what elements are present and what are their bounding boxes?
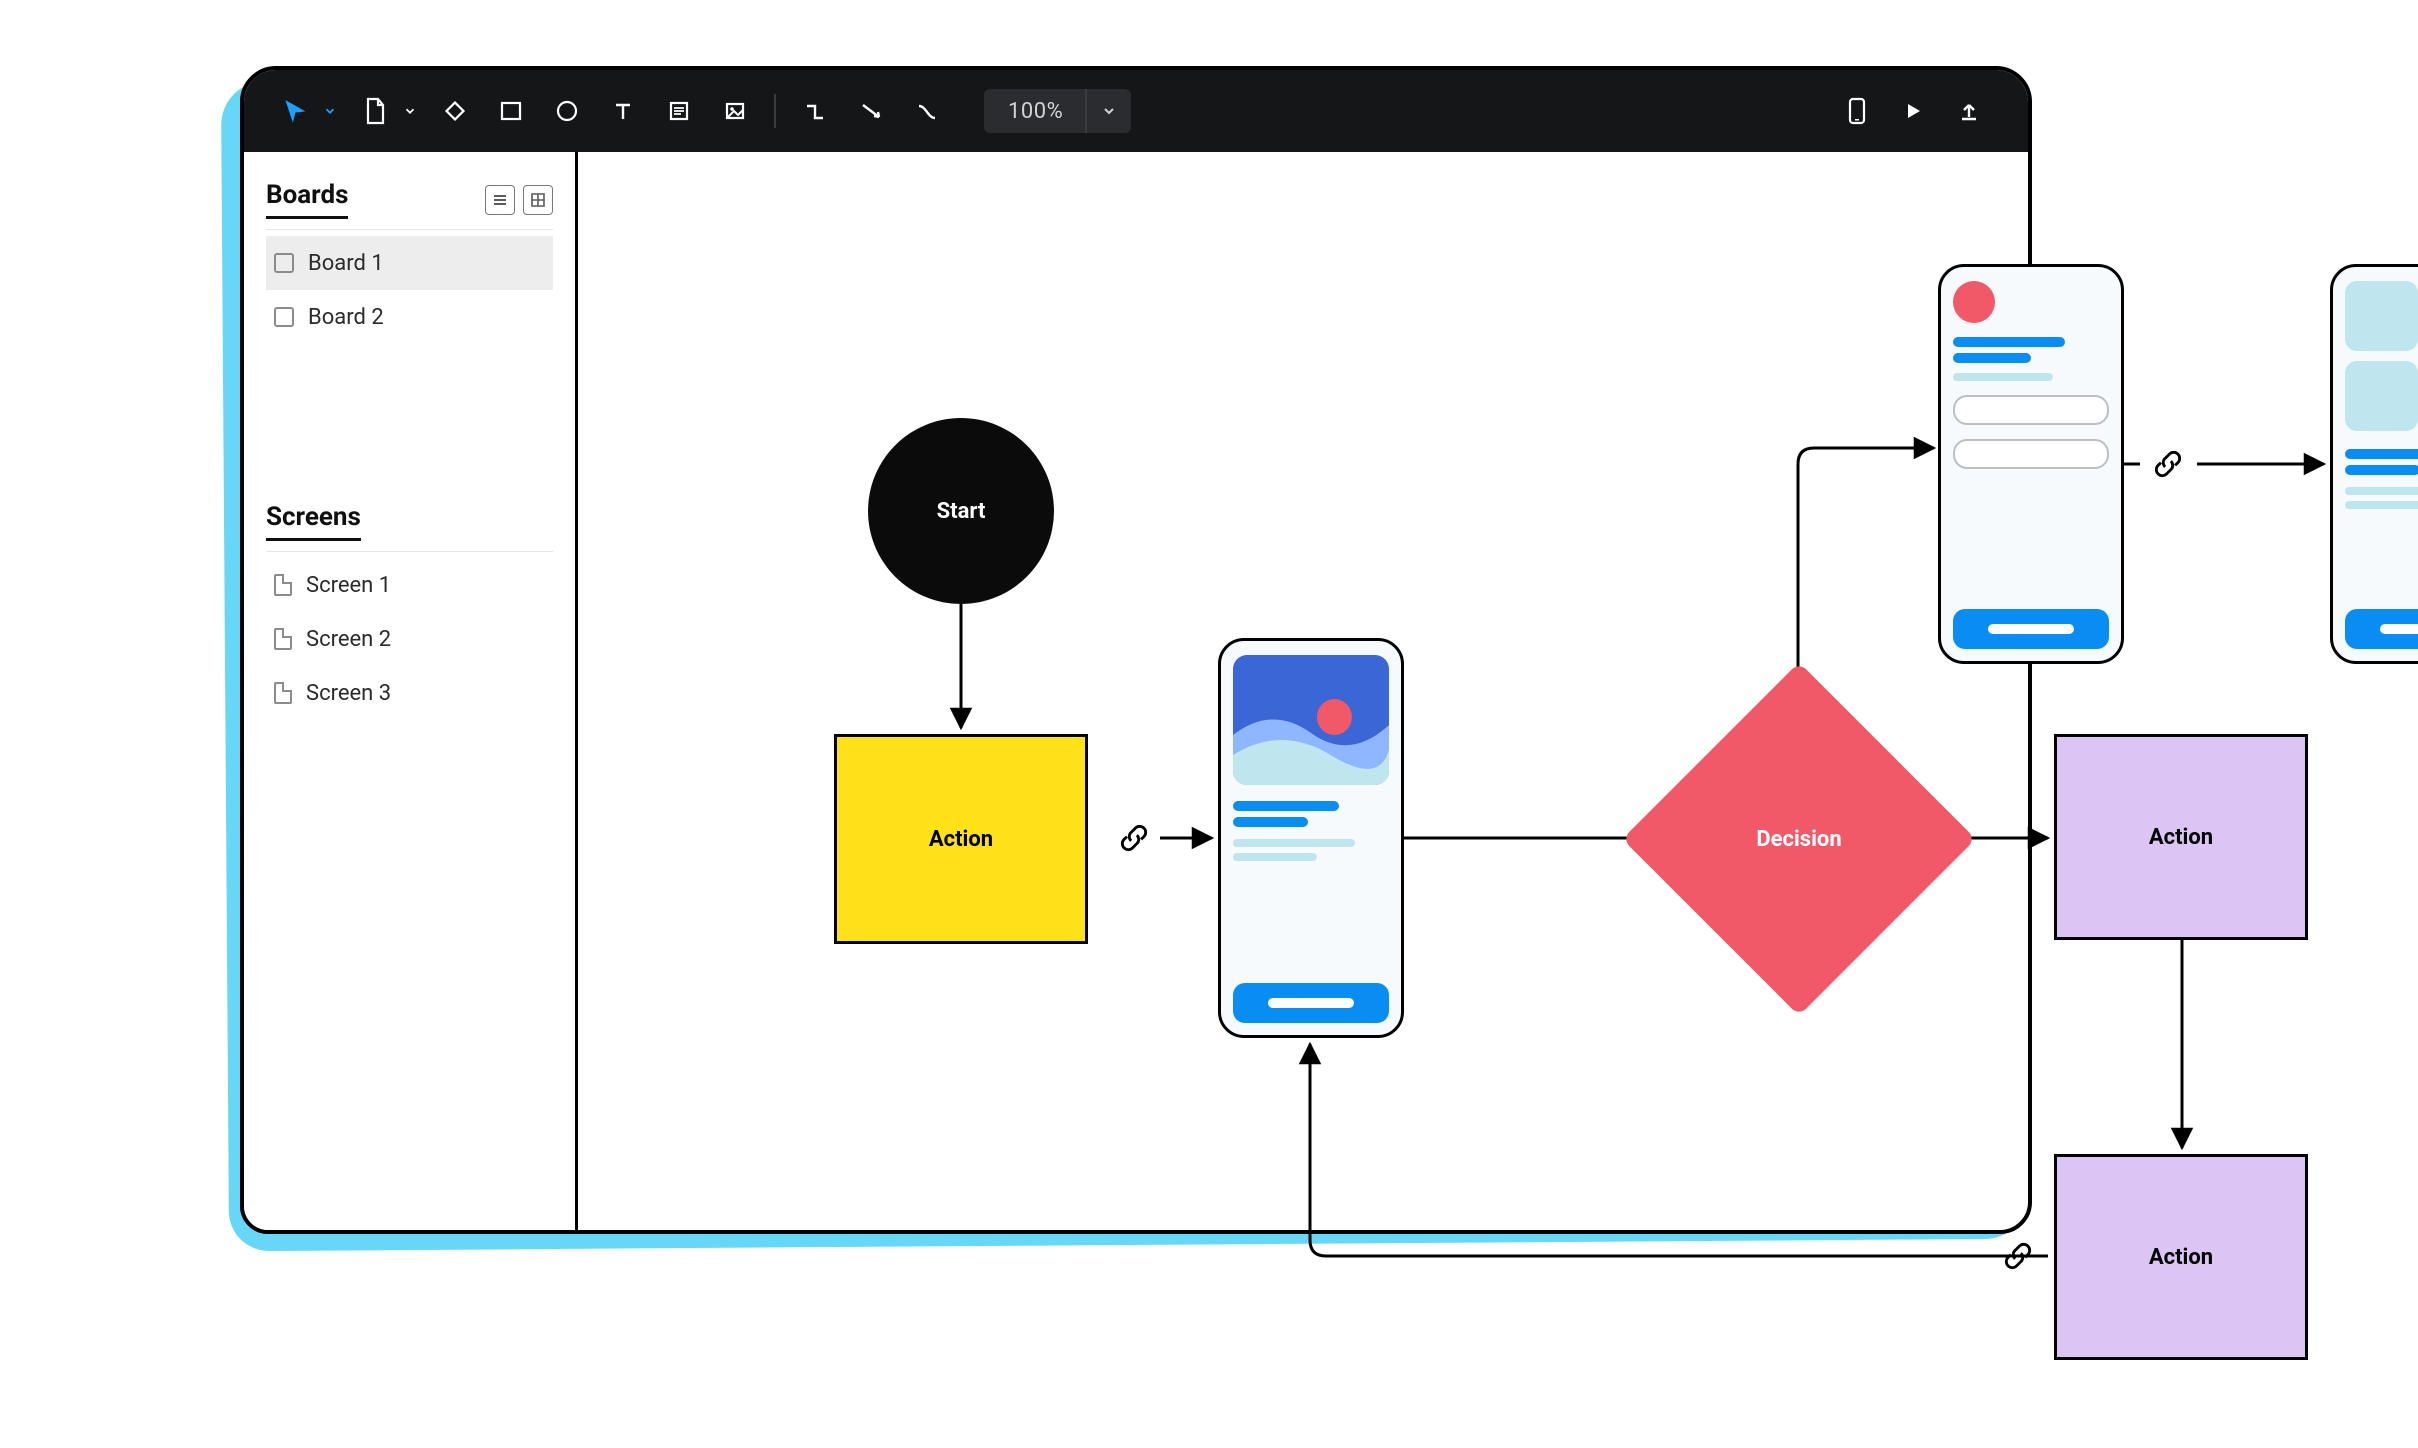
action-node-purple-right[interactable]: Action	[2054, 734, 2308, 940]
content-line	[1233, 853, 1317, 861]
straight-connector-tool[interactable]	[848, 88, 894, 134]
action-node-label: Action	[2149, 825, 2213, 850]
text-tool[interactable]	[600, 88, 646, 134]
page-icon	[274, 682, 292, 704]
link-icon	[1998, 1236, 2038, 1276]
screen-item[interactable]: Screen 3	[266, 666, 553, 720]
boards-title: Boards	[266, 180, 348, 210]
note-tool[interactable]	[656, 88, 702, 134]
play-button[interactable]	[1890, 88, 1936, 134]
board-item[interactable]: Board 2	[266, 290, 553, 344]
content-line	[2345, 501, 2418, 509]
screen-item-label: Screen 3	[306, 681, 391, 706]
boards-list: Board 1 Board 2	[266, 236, 553, 344]
link-icon	[2148, 444, 2188, 484]
action-node-label: Action	[2149, 1245, 2213, 1270]
toolbar-separator	[774, 94, 776, 128]
screen-item-label: Screen 2	[306, 627, 391, 652]
grid-view-toggle[interactable]	[523, 185, 553, 215]
content-bar	[2345, 465, 2418, 475]
zoom-value: 100%	[984, 99, 1085, 124]
avatar-circle	[1953, 281, 1995, 323]
page-icon	[274, 574, 292, 596]
phone-grid	[2345, 281, 2418, 431]
list-view-toggle[interactable]	[485, 185, 515, 215]
zoom-control[interactable]: 100%	[984, 89, 1131, 133]
diamond-shape-tool[interactable]	[432, 88, 478, 134]
zoom-dropdown[interactable]	[1085, 89, 1131, 133]
image-tool[interactable]	[712, 88, 758, 134]
phone-input	[1953, 395, 2109, 425]
curve-connector-tool[interactable]	[904, 88, 950, 134]
start-node[interactable]: Start	[868, 418, 1054, 604]
content-bar	[1233, 817, 1308, 827]
device-preview-button[interactable]	[1834, 88, 1880, 134]
screen-item[interactable]: Screen 2	[266, 612, 553, 666]
circle-shape-tool[interactable]	[544, 88, 590, 134]
decision-node-label: Decision	[1756, 827, 1841, 852]
start-node-label: Start	[937, 499, 986, 524]
screens-title: Screens	[266, 502, 361, 532]
phone-cta-button	[1953, 609, 2109, 649]
content-bar	[1233, 801, 1339, 811]
app-window: 100% Boards	[240, 66, 2032, 1234]
screens-list: Screen 1 Screen 2 Screen 3	[266, 558, 553, 720]
decision-node[interactable]: Decision	[1674, 714, 1924, 964]
phone-input	[1953, 439, 2109, 469]
page-tool[interactable]	[352, 88, 398, 134]
cursor-tool[interactable]	[272, 88, 318, 134]
screen-item[interactable]: Screen 1	[266, 558, 553, 612]
upload-button[interactable]	[1946, 88, 1992, 134]
toolbar: 100%	[244, 70, 2028, 152]
page-icon	[274, 628, 292, 650]
board-item-label: Board 1	[308, 251, 384, 276]
content-line	[1953, 373, 2053, 381]
board-item[interactable]: Board 1	[266, 236, 553, 290]
content-line	[2345, 487, 2418, 495]
page-dropdown-icon[interactable]	[398, 88, 422, 134]
content-bar	[1953, 353, 2031, 363]
action-node-label: Action	[929, 827, 993, 852]
content-bar	[1953, 337, 2065, 347]
phone-cta-button	[1233, 983, 1389, 1023]
phone-node-profile[interactable]	[1938, 264, 2124, 664]
phone-node-grid[interactable]	[2330, 264, 2418, 664]
phone-node-center[interactable]	[1218, 638, 1404, 1038]
phone-hero-image	[1233, 655, 1389, 785]
action-node-purple-bottom[interactable]: Action	[2054, 1154, 2308, 1360]
cursor-dropdown-icon[interactable]	[318, 88, 342, 134]
board-item-label: Board 2	[308, 305, 384, 330]
checkbox-icon	[274, 307, 294, 327]
phone-cta-button	[2345, 609, 2418, 649]
screen-item-label: Screen 1	[306, 573, 391, 598]
checkbox-icon	[274, 253, 294, 273]
elbow-connector-tool[interactable]	[792, 88, 838, 134]
sidebar: Boards Board 1	[244, 152, 578, 1230]
content-line	[1233, 839, 1355, 847]
content-bar	[2345, 449, 2418, 459]
action-node-yellow[interactable]: Action	[834, 734, 1088, 944]
rectangle-shape-tool[interactable]	[488, 88, 534, 134]
